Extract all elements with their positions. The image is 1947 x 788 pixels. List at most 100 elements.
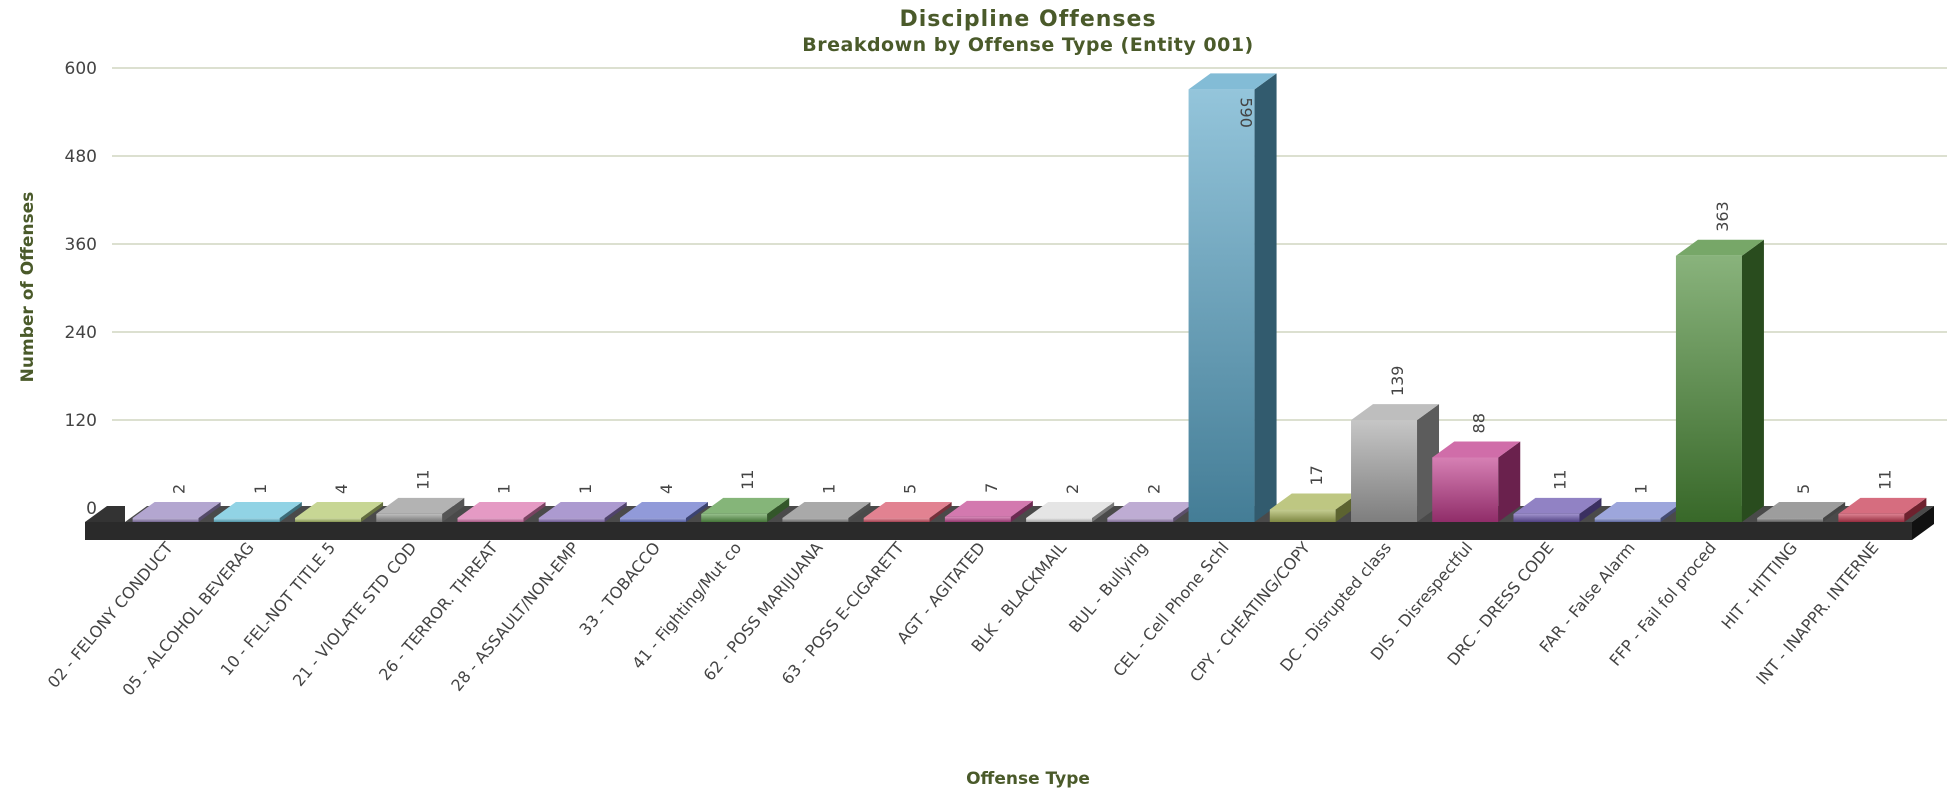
y-tick-label-4: 480 xyxy=(65,147,97,167)
bar-17 xyxy=(1513,497,1602,522)
bar-side xyxy=(1741,239,1764,523)
bar-side xyxy=(767,497,790,522)
x-tick-label-12: BUL - Bullying xyxy=(1065,538,1151,636)
bar-front xyxy=(1188,89,1255,522)
bar-top xyxy=(457,502,546,518)
bar-top xyxy=(213,502,302,518)
bar-front xyxy=(1107,518,1174,522)
gridlines xyxy=(112,67,1947,421)
bar-top xyxy=(619,502,708,518)
bar-front xyxy=(782,518,849,522)
data-label-14: 17 xyxy=(1307,465,1326,485)
bar-side xyxy=(1254,73,1277,522)
bar-top xyxy=(782,502,871,518)
bar-side xyxy=(604,502,627,522)
bar-front xyxy=(1757,518,1824,522)
bar-3 xyxy=(376,497,465,522)
bar-top xyxy=(1838,497,1927,514)
y-tick-label-3: 360 xyxy=(65,235,97,255)
bar-13 xyxy=(1188,73,1277,522)
bar-front xyxy=(1351,420,1418,522)
y-tick-label-0: 0 xyxy=(86,499,97,519)
y-tick-label-1: 120 xyxy=(65,411,97,431)
data-label-20: 5 xyxy=(1794,484,1813,494)
data-label-2: 4 xyxy=(332,484,351,494)
floor-left-cap xyxy=(85,506,125,522)
bar-6 xyxy=(619,502,708,522)
bar-top xyxy=(376,497,465,514)
data-label-19: 363 xyxy=(1713,201,1732,232)
bar-front xyxy=(863,518,930,522)
data-label-10: 7 xyxy=(982,483,1001,493)
bar-front xyxy=(619,518,686,522)
bar-20 xyxy=(1757,502,1846,522)
bar-21 xyxy=(1838,497,1927,522)
floor-right-side xyxy=(1912,506,1934,540)
bar-top xyxy=(944,500,1033,517)
data-label-6: 4 xyxy=(657,484,676,494)
bar-top xyxy=(1432,441,1521,458)
chart-subtitle: Breakdown by Offense Type (Entity 001) xyxy=(802,34,1253,56)
bar-front xyxy=(1269,509,1336,522)
data-label-1: 1 xyxy=(251,484,270,494)
bar-16 xyxy=(1432,441,1521,522)
bar-top xyxy=(1269,493,1358,510)
bar-11 xyxy=(1026,502,1115,522)
bar-side xyxy=(1010,500,1033,522)
bar-top xyxy=(132,502,221,518)
bar-side xyxy=(1579,497,1602,522)
bar-9 xyxy=(863,502,952,522)
data-label-16: 88 xyxy=(1469,413,1488,433)
bar-top xyxy=(863,502,952,518)
bar-front xyxy=(376,513,443,522)
bar-19 xyxy=(1675,239,1764,523)
bar-side xyxy=(1092,502,1115,522)
bar-front xyxy=(132,518,199,522)
bar-top xyxy=(1026,502,1115,518)
bar-front xyxy=(295,518,362,522)
bar-side xyxy=(279,502,302,522)
bar-side xyxy=(685,502,708,522)
bar-top xyxy=(1351,404,1440,421)
bar-8 xyxy=(782,502,871,522)
bar-front xyxy=(944,516,1011,522)
data-label-0: 2 xyxy=(170,484,189,494)
bar-side xyxy=(361,502,384,522)
x-tick-label-6: 33 - TOBACCO xyxy=(575,538,664,638)
bar-4 xyxy=(457,502,546,522)
bar-side xyxy=(198,502,221,522)
bar-front xyxy=(1026,518,1093,522)
bar-front xyxy=(1675,255,1742,523)
bar-side xyxy=(1823,502,1846,522)
y-tick-label-5: 600 xyxy=(65,59,97,79)
data-label-8: 1 xyxy=(819,484,838,494)
data-label-11: 2 xyxy=(1063,484,1082,494)
bar-side xyxy=(523,502,546,522)
bar-front xyxy=(701,513,768,522)
bar-front xyxy=(213,518,280,522)
bar-top xyxy=(1757,502,1846,518)
floor-front xyxy=(85,522,1912,540)
data-label-12: 2 xyxy=(1144,484,1163,494)
data-label-7: 11 xyxy=(738,470,757,490)
bar-side xyxy=(1904,497,1927,522)
x-tick-label-1: 05 - ALCOHOL BEVERAG xyxy=(118,538,257,699)
bar-top xyxy=(701,497,790,514)
x-tick-label-10: AGT - AGITATED xyxy=(893,538,989,647)
bar-top xyxy=(1188,73,1277,90)
bar-2 xyxy=(295,502,384,522)
data-label-5: 1 xyxy=(576,484,595,494)
bar-7 xyxy=(701,497,790,522)
bar-10 xyxy=(944,500,1033,522)
data-label-17: 11 xyxy=(1550,470,1569,490)
data-label-4: 1 xyxy=(495,484,514,494)
bar-15 xyxy=(1351,404,1440,522)
data-label-9: 5 xyxy=(901,484,920,494)
bar-front xyxy=(1594,518,1661,522)
bar-side xyxy=(929,502,952,522)
data-label-21: 11 xyxy=(1875,470,1894,490)
bar-1 xyxy=(213,502,302,522)
